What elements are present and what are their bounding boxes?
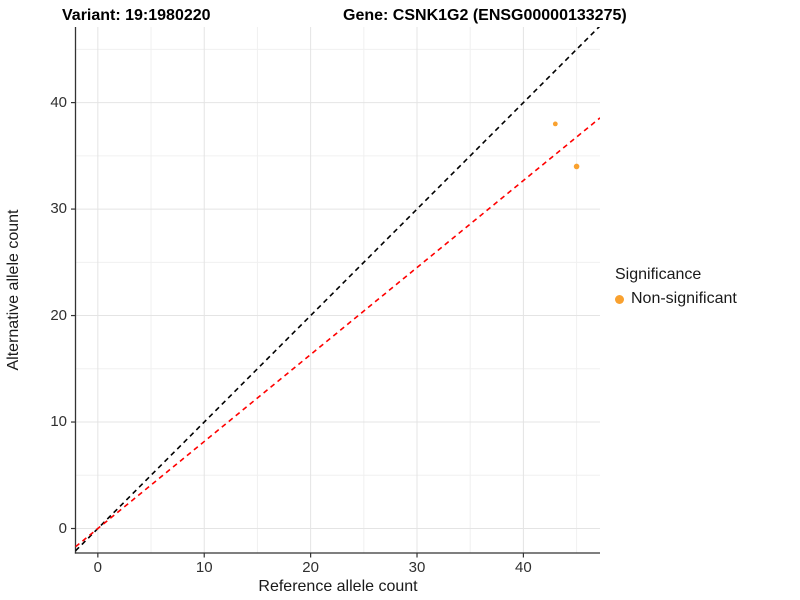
legend: Significance Non-significant: [615, 266, 737, 310]
y-tick-label: 0: [58, 519, 67, 537]
fit-line: [75, 117, 600, 548]
y-tick-label: 40: [50, 93, 67, 111]
non-significant-dot-icon: [615, 294, 624, 304]
y-tick-label: 20: [50, 306, 67, 324]
identity-line: [75, 27, 600, 552]
y-tick-label: 30: [50, 200, 67, 218]
data-point: [573, 163, 580, 170]
y-axis-title: Alternative allele count: [5, 209, 22, 371]
legend-item-label: Non-significant: [631, 290, 737, 307]
y-tick-label: 10: [50, 413, 67, 431]
variant-title: Variant: 19:1980220: [62, 7, 211, 24]
gene-title: Gene: CSNK1G2 (ENSG00000133275): [343, 7, 627, 24]
legend-item-non-significant: Non-significant: [615, 288, 737, 310]
x-axis-title: Reference allele count: [258, 578, 418, 595]
x-tick-label: 20: [302, 559, 319, 576]
x-tick-label: 30: [408, 559, 426, 576]
data-point: [552, 121, 558, 127]
x-tick-label: 0: [93, 559, 102, 576]
legend-title: Significance: [615, 266, 702, 283]
x-tick-label: 10: [195, 559, 213, 576]
x-tick-label: 40: [515, 559, 532, 576]
